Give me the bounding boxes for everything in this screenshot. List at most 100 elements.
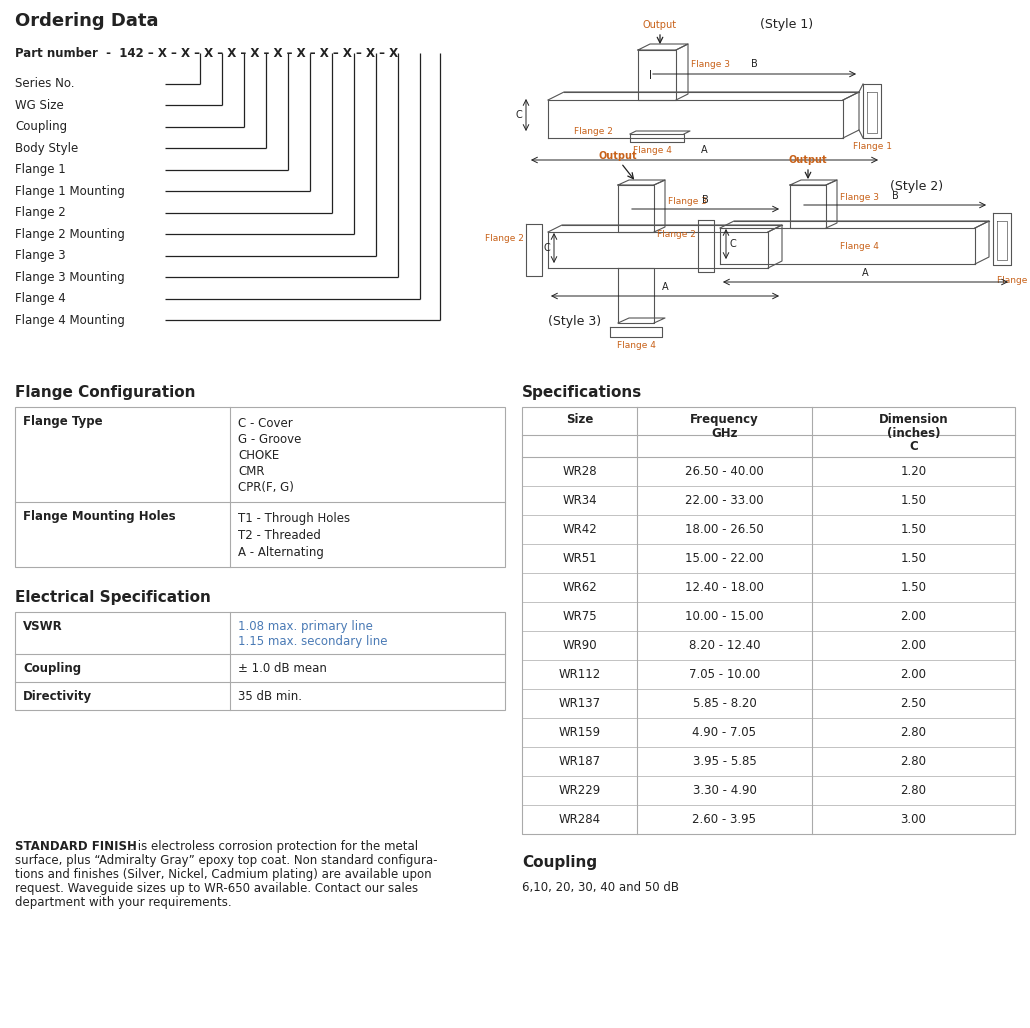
Text: T2 - Threaded: T2 - Threaded: [238, 529, 321, 542]
Text: Electrical Specification: Electrical Specification: [15, 590, 211, 605]
Text: department with your requirements.: department with your requirements.: [15, 896, 232, 909]
Text: 2.80: 2.80: [900, 784, 927, 797]
Text: request. Waveguide sizes up to WR-650 available. Contact our sales: request. Waveguide sizes up to WR-650 av…: [15, 882, 418, 895]
Text: Directivity: Directivity: [23, 690, 92, 703]
Text: (Style 1): (Style 1): [760, 19, 813, 31]
Text: Flange 4 Mounting: Flange 4 Mounting: [15, 314, 125, 327]
Text: Flange 3 Mounting: Flange 3 Mounting: [15, 270, 125, 284]
Text: WR62: WR62: [562, 581, 596, 594]
Text: 10.00 - 15.00: 10.00 - 15.00: [685, 610, 764, 623]
Text: 1.50: 1.50: [900, 581, 927, 594]
Text: 5.85 - 8.20: 5.85 - 8.20: [692, 697, 756, 710]
Text: WR137: WR137: [558, 697, 600, 710]
Text: A: A: [700, 145, 708, 155]
Text: C - Cover: C - Cover: [238, 417, 293, 430]
Text: Dimension: Dimension: [879, 413, 949, 426]
Text: Flange 4: Flange 4: [617, 341, 655, 350]
Text: 15.00 - 22.00: 15.00 - 22.00: [685, 552, 764, 565]
Text: Flange 2: Flange 2: [657, 230, 696, 238]
Text: 1.50: 1.50: [900, 494, 927, 507]
Text: B: B: [751, 59, 757, 69]
Text: Frequency: Frequency: [690, 413, 759, 426]
Text: Flange 2: Flange 2: [485, 234, 524, 243]
Text: 2.00: 2.00: [900, 668, 927, 681]
Text: Flange 1: Flange 1: [997, 276, 1030, 285]
Text: Flange 1 Mounting: Flange 1 Mounting: [15, 185, 125, 197]
Text: Flange 3: Flange 3: [691, 60, 730, 69]
Text: WR159: WR159: [558, 726, 600, 739]
Text: 6,10, 20, 30, 40 and 50 dB: 6,10, 20, 30, 40 and 50 dB: [522, 881, 679, 894]
Text: 22.00 - 33.00: 22.00 - 33.00: [685, 494, 764, 507]
Text: WR229: WR229: [558, 784, 600, 797]
Text: Output: Output: [643, 20, 677, 30]
Bar: [15, 407, 505, 567]
Text: 1.08 max. primary line: 1.08 max. primary line: [238, 620, 373, 633]
Text: Flange 2 Mounting: Flange 2 Mounting: [15, 228, 125, 241]
Text: Flange 4: Flange 4: [840, 242, 879, 251]
Text: Flange 2: Flange 2: [574, 126, 613, 136]
Text: 2.80: 2.80: [900, 726, 927, 739]
Text: G - Groove: G - Groove: [238, 433, 302, 446]
Text: 2.60 - 3.95: 2.60 - 3.95: [692, 813, 756, 827]
Text: WR75: WR75: [562, 610, 596, 623]
Text: GHz: GHz: [712, 427, 737, 440]
Text: Flange 4: Flange 4: [15, 292, 66, 305]
Text: (Style 3): (Style 3): [548, 315, 602, 328]
Text: B: B: [701, 195, 709, 205]
Text: B: B: [892, 191, 898, 201]
Text: CMR: CMR: [238, 465, 265, 478]
Text: Flange 4: Flange 4: [633, 146, 672, 155]
Text: Size: Size: [565, 413, 593, 426]
Text: WR112: WR112: [558, 668, 600, 681]
Text: CHOKE: CHOKE: [238, 449, 279, 462]
Text: 12.40 - 18.00: 12.40 - 18.00: [685, 581, 764, 594]
Text: Series No.: Series No.: [15, 77, 74, 90]
Text: 3.95 - 5.85: 3.95 - 5.85: [692, 755, 756, 768]
Text: Specifications: Specifications: [522, 386, 643, 400]
Bar: [522, 407, 1015, 834]
Text: Flange 3: Flange 3: [840, 193, 879, 201]
Text: 18.00 - 26.50: 18.00 - 26.50: [685, 523, 764, 536]
Text: ± 1.0 dB mean: ± 1.0 dB mean: [238, 662, 327, 675]
Text: 1.15 max. secondary line: 1.15 max. secondary line: [238, 635, 387, 648]
Text: WR187: WR187: [558, 755, 600, 768]
Text: Coupling: Coupling: [15, 120, 67, 134]
Text: : is electroless corrosion protection for the metal: : is electroless corrosion protection fo…: [130, 840, 418, 853]
Text: A: A: [862, 268, 868, 278]
Text: WG Size: WG Size: [15, 99, 64, 112]
Text: Flange 1: Flange 1: [853, 142, 892, 151]
Text: Output: Output: [598, 151, 638, 161]
Text: C: C: [543, 243, 550, 253]
Text: WR28: WR28: [562, 465, 596, 478]
Text: 2.50: 2.50: [900, 697, 927, 710]
Text: Part number  -  142 – X – X – X – X – X – X – X – X – X – X – X: Part number - 142 – X – X – X – X – X – …: [15, 47, 399, 60]
Text: VSWR: VSWR: [23, 620, 63, 633]
Text: 1.20: 1.20: [900, 465, 927, 478]
Text: Coupling: Coupling: [522, 855, 597, 870]
Text: 1.50: 1.50: [900, 552, 927, 565]
Text: STANDARD FINISH: STANDARD FINISH: [15, 840, 137, 853]
Text: WR42: WR42: [562, 523, 596, 536]
Text: C: C: [515, 110, 522, 120]
Text: 7.05 - 10.00: 7.05 - 10.00: [689, 668, 760, 681]
Text: Flange Type: Flange Type: [23, 415, 103, 428]
Text: 3.00: 3.00: [900, 813, 926, 827]
Text: Body Style: Body Style: [15, 142, 78, 155]
Text: WR90: WR90: [562, 639, 596, 652]
Text: C: C: [909, 440, 918, 453]
Text: WR34: WR34: [562, 494, 596, 507]
Text: 1.50: 1.50: [900, 523, 927, 536]
Text: Flange 2: Flange 2: [15, 207, 66, 219]
Text: (Style 2): (Style 2): [890, 180, 943, 193]
Text: WR284: WR284: [558, 813, 600, 827]
Text: Coupling: Coupling: [23, 662, 81, 675]
Text: 3.30 - 4.90: 3.30 - 4.90: [692, 784, 756, 797]
Text: Ordering Data: Ordering Data: [15, 12, 159, 30]
Text: 2.80: 2.80: [900, 755, 927, 768]
Text: 8.20 - 12.40: 8.20 - 12.40: [689, 639, 760, 652]
Text: T1 - Through Holes: T1 - Through Holes: [238, 512, 350, 525]
Text: Flange 3: Flange 3: [15, 249, 66, 262]
Text: Flange 1: Flange 1: [15, 163, 66, 176]
Text: surface, plus “Admiralty Gray” epoxy top coat. Non standard configura-: surface, plus “Admiralty Gray” epoxy top…: [15, 854, 438, 867]
Text: 26.50 - 40.00: 26.50 - 40.00: [685, 465, 764, 478]
